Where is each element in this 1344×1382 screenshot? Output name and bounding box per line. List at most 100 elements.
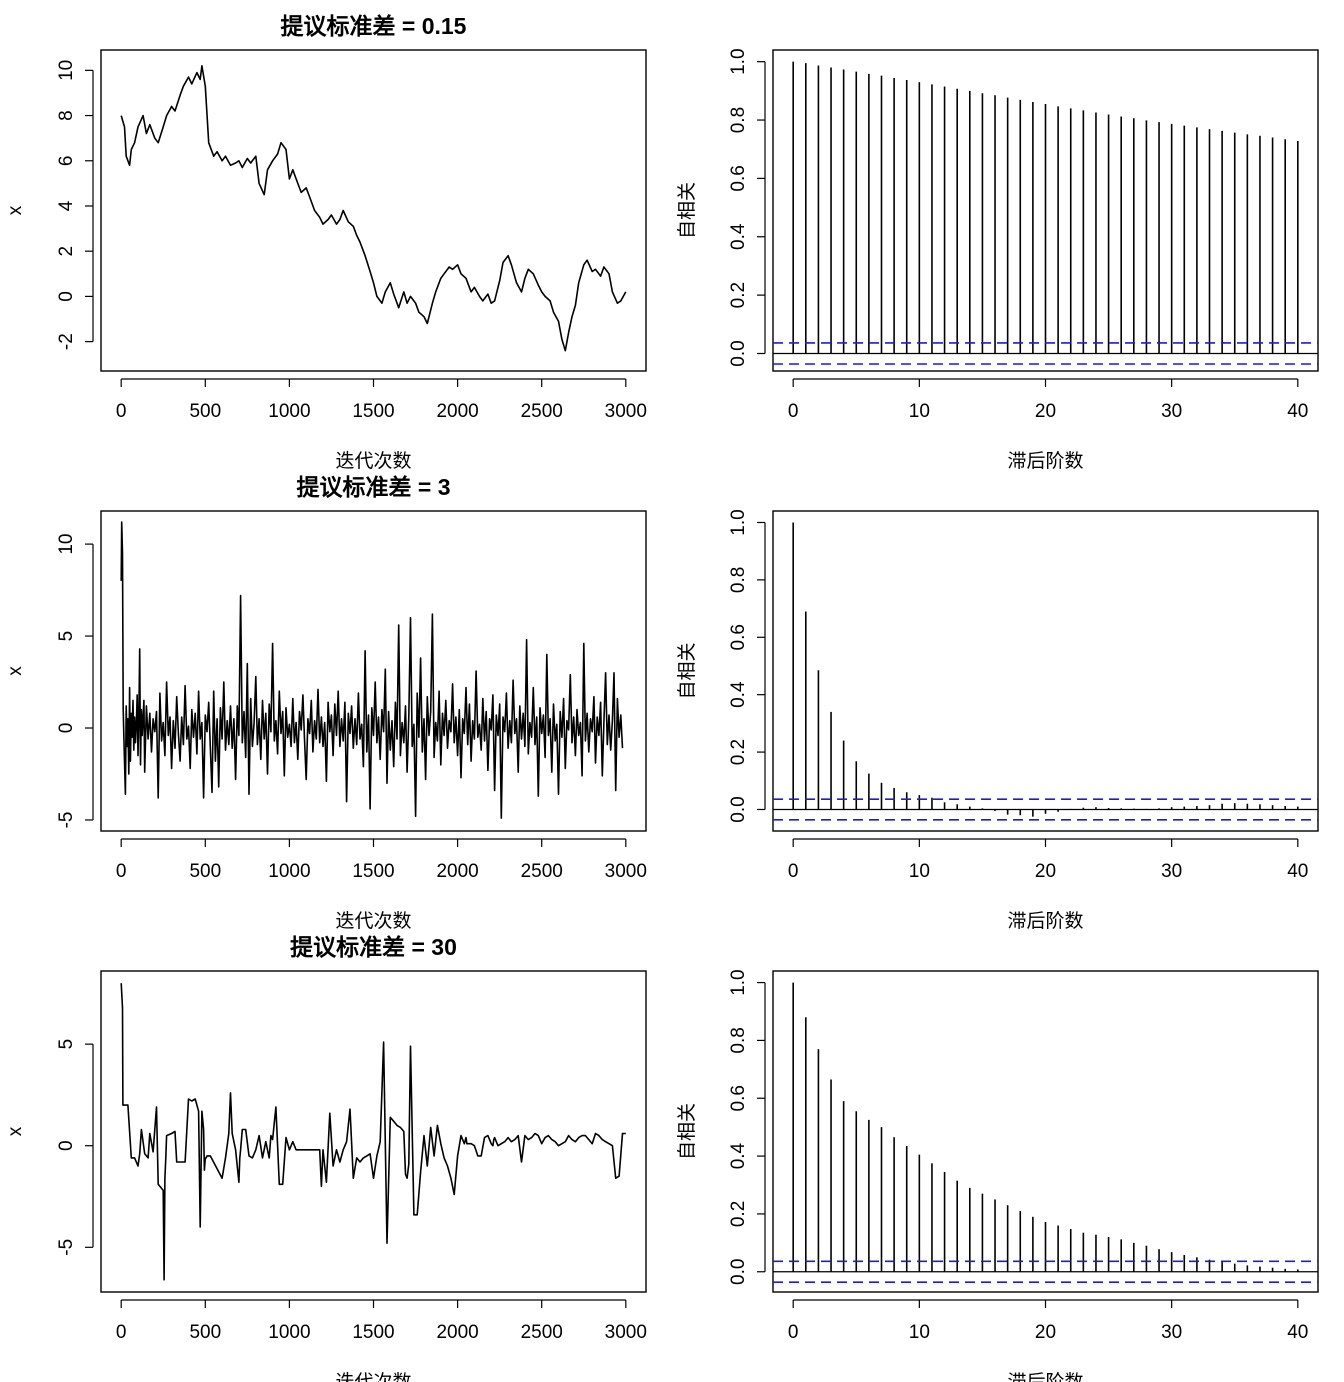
x-tick-label: 0 bbox=[116, 1322, 127, 1343]
x-tick-label: 1500 bbox=[352, 861, 394, 882]
x-tick-label: 500 bbox=[189, 1322, 221, 1343]
y-tick-label: 10 bbox=[56, 534, 77, 555]
x-axis-label: 迭代次数 bbox=[335, 910, 411, 932]
x-axis: 0 500 1000 1500 2000 2500 3000 迭代次数 bbox=[116, 1299, 647, 1382]
trace-line bbox=[120, 983, 626, 1281]
y-tick-label: 0.8 bbox=[728, 107, 749, 133]
plot-frame bbox=[772, 970, 1319, 1293]
plot-area bbox=[773, 522, 1318, 821]
y-axis-label: 自相关 bbox=[676, 182, 698, 239]
x-tick-label: 20 bbox=[1035, 401, 1056, 422]
x-tick-label: 1000 bbox=[268, 1322, 310, 1343]
y-tick-label: 0.2 bbox=[728, 739, 749, 765]
y-tick-label: 0.8 bbox=[728, 567, 749, 593]
y-tick-label: 0 bbox=[56, 723, 77, 734]
x-tick-label: 1000 bbox=[268, 401, 310, 422]
y-tick-label: 0.0 bbox=[728, 1259, 749, 1285]
y-axis: 0.0 0.2 0.4 0.6 0.8 1.0 自相关 bbox=[676, 969, 766, 1285]
x-tick-label: 2500 bbox=[521, 861, 563, 882]
plot-area bbox=[773, 982, 1318, 1283]
x-tick-label: 30 bbox=[1161, 1322, 1182, 1343]
x-tick-label: 500 bbox=[189, 401, 221, 422]
x-tick-label: 0 bbox=[116, 861, 127, 882]
x-tick-label: 30 bbox=[1161, 401, 1182, 422]
x-axis-label: 迭代次数 bbox=[335, 450, 411, 472]
plot-area bbox=[120, 65, 627, 352]
x-tick-label: 1500 bbox=[352, 1322, 394, 1343]
chart-title: 提议标准差 = 0.15 bbox=[281, 13, 467, 39]
x-tick-label: 2500 bbox=[521, 1322, 563, 1343]
y-tick-label: 0 bbox=[56, 1140, 77, 1151]
x-tick-label: 2000 bbox=[436, 1322, 478, 1343]
x-tick-label: 0 bbox=[788, 401, 799, 422]
x-axis: 0 500 1000 1500 2000 2500 3000 迭代次数 bbox=[116, 378, 647, 472]
y-tick-label: 5 bbox=[56, 1039, 77, 1050]
y-tick-label: 1.0 bbox=[728, 48, 749, 74]
y-tick-label: 5 bbox=[56, 631, 77, 642]
x-tick-label: 10 bbox=[909, 401, 930, 422]
y-axis: 0.0 0.2 0.4 0.6 0.8 1.0 自相关 bbox=[676, 509, 766, 823]
y-tick-label: 0.0 bbox=[728, 340, 749, 366]
x-axis-label: 滞后阶数 bbox=[1007, 910, 1083, 932]
y-axis-label: x bbox=[5, 666, 26, 676]
x-tick-label: 40 bbox=[1287, 861, 1308, 882]
x-tick-label: 20 bbox=[1035, 1322, 1056, 1343]
y-tick-label: -2 bbox=[56, 333, 77, 350]
x-tick-label: 20 bbox=[1035, 861, 1056, 882]
plot-frame bbox=[772, 510, 1319, 832]
x-tick-label: 40 bbox=[1287, 1322, 1308, 1343]
y-axis: -5 0 5 10 x bbox=[5, 534, 94, 829]
y-axis-label: x bbox=[5, 205, 26, 215]
y-axis-label: 自相关 bbox=[676, 642, 698, 699]
chart-title: 提议标准差 = 30 bbox=[290, 934, 457, 960]
y-axis: -5 0 5 x bbox=[5, 1039, 94, 1256]
y-axis: -2 0 2 4 6 8 10 x bbox=[5, 60, 94, 350]
y-tick-label: 0.4 bbox=[728, 1142, 749, 1169]
y-axis-label: 自相关 bbox=[676, 1103, 698, 1160]
x-axis: 0 10 20 30 40 滞后阶数 bbox=[788, 1299, 1308, 1382]
panel-trace3: 提议标准差 = 30 0 500 1000 1500 2000 2500 3000 迭代次数 -5… bbox=[5, 934, 647, 1382]
y-tick-label: 0.2 bbox=[728, 282, 749, 308]
x-tick-label: 3000 bbox=[605, 401, 647, 422]
x-axis: 0 10 20 30 40 滞后阶数 bbox=[788, 838, 1308, 932]
x-tick-label: 2000 bbox=[436, 861, 478, 882]
y-tick-label: 2 bbox=[56, 246, 77, 257]
y-axis-label: x bbox=[5, 1126, 26, 1136]
trace-line bbox=[120, 65, 627, 352]
y-tick-label: 4 bbox=[56, 200, 77, 211]
y-tick-label: -5 bbox=[56, 812, 77, 829]
y-tick-label: 0.6 bbox=[728, 165, 749, 191]
y-tick-label: 0.2 bbox=[728, 1201, 749, 1227]
y-tick-label: 0.6 bbox=[728, 1085, 749, 1111]
x-tick-label: 3000 bbox=[605, 861, 647, 882]
y-tick-label: 0.8 bbox=[728, 1027, 749, 1053]
x-tick-label: 10 bbox=[909, 1322, 930, 1343]
x-tick-label: 0 bbox=[788, 1322, 799, 1343]
panel-acf1: 0 10 20 30 40 滞后阶数 0.0 0.2 0.4 0.6 0.8 1.0 自相关 bbox=[676, 48, 1319, 472]
x-tick-label: 40 bbox=[1287, 401, 1308, 422]
plot-frame bbox=[100, 49, 647, 372]
plot-area bbox=[120, 983, 626, 1281]
y-tick-label: 0.6 bbox=[728, 624, 749, 650]
x-axis-label: 滞后阶数 bbox=[1007, 1371, 1083, 1382]
panel-trace2: 提议标准差 = 3 0 500 1000 1500 2000 2500 3000 迭代次数 -5 0… bbox=[5, 474, 647, 932]
y-tick-label: -5 bbox=[56, 1239, 77, 1256]
y-tick-label: 6 bbox=[56, 155, 77, 166]
plot-area bbox=[120, 521, 624, 819]
x-axis: 0 10 20 30 40 滞后阶数 bbox=[788, 378, 1308, 472]
plot-frame bbox=[100, 970, 647, 1293]
trace-line bbox=[120, 521, 624, 819]
y-tick-label: 0.4 bbox=[728, 223, 749, 250]
y-tick-label: 0.4 bbox=[728, 681, 749, 708]
x-tick-label: 10 bbox=[909, 861, 930, 882]
x-tick-label: 0 bbox=[116, 401, 127, 422]
x-tick-label: 2500 bbox=[521, 401, 563, 422]
plot-frame bbox=[100, 510, 647, 832]
x-tick-label: 0 bbox=[788, 861, 799, 882]
y-axis: 0.0 0.2 0.4 0.6 0.8 1.0 自相关 bbox=[676, 48, 766, 367]
plot-frame bbox=[772, 49, 1319, 372]
panel-trace1: 提议标准差 = 0.15 0 500 1000 1500 2000 2500 3000 迭代次数… bbox=[5, 13, 647, 472]
y-tick-label: 1.0 bbox=[728, 969, 749, 995]
y-tick-label: 0 bbox=[56, 291, 77, 302]
